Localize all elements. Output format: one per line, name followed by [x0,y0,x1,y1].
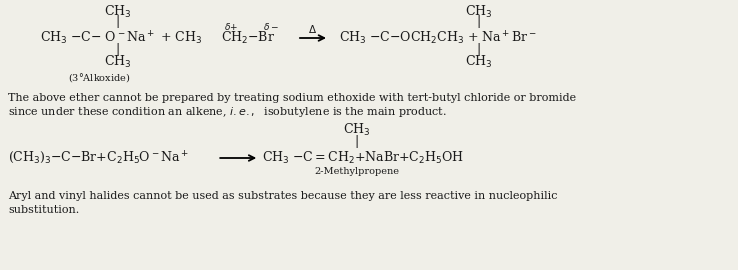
Text: The above ether cannot be prepared by treating sodium ethoxide with tert-butyl c: The above ether cannot be prepared by tr… [8,93,576,103]
Text: CH$_3$: CH$_3$ [104,4,131,20]
Text: CH$_3$: CH$_3$ [465,54,492,70]
Text: CH$_3$ $-$C$=$CH$_2$$+$NaBr$+$C$_2$H$_5$OH: CH$_3$ $-$C$=$CH$_2$$+$NaBr$+$C$_2$H$_5$… [262,150,464,166]
Text: |: | [115,15,120,29]
Text: (3$\degree$Alkoxide): (3$\degree$Alkoxide) [69,72,131,85]
Text: CH$_2$$-$Br: CH$_2$$-$Br [221,30,275,46]
Text: |: | [355,134,359,147]
Text: $\delta-$: $\delta-$ [263,21,279,32]
Text: CH$_3$: CH$_3$ [104,54,131,70]
Text: Aryl and vinyl halides cannot be used as substrates because they are less reacti: Aryl and vinyl halides cannot be used as… [8,191,557,201]
Text: |: | [476,43,480,56]
Text: |: | [115,43,120,56]
Text: since under these condition an alkene, $\it{i.e.,}$  isobutylene is the main pro: since under these condition an alkene, $… [8,105,446,119]
Text: $\Delta$: $\Delta$ [308,23,317,35]
Text: |: | [476,15,480,29]
Text: CH$_3$ $-$C$-$OCH$_2$CH$_3$ + Na$^+$Br$^-$: CH$_3$ $-$C$-$OCH$_2$CH$_3$ + Na$^+$Br$^… [339,29,537,47]
Text: substitution.: substitution. [8,205,79,215]
Text: CH$_3$: CH$_3$ [465,4,492,20]
Text: 2-Methylpropene: 2-Methylpropene [314,167,399,177]
Text: (CH$_3$)$_3$$-$C$-$Br$+$C$_2$H$_5$O$^-$Na$^+$: (CH$_3$)$_3$$-$C$-$Br$+$C$_2$H$_5$O$^-$N… [8,150,189,166]
Text: CH$_3$: CH$_3$ [343,122,370,138]
Text: CH$_3$ $-$C$-$ O$^-$Na$^+$ + CH$_3$: CH$_3$ $-$C$-$ O$^-$Na$^+$ + CH$_3$ [40,29,201,47]
Text: $\delta$+: $\delta$+ [224,21,238,32]
